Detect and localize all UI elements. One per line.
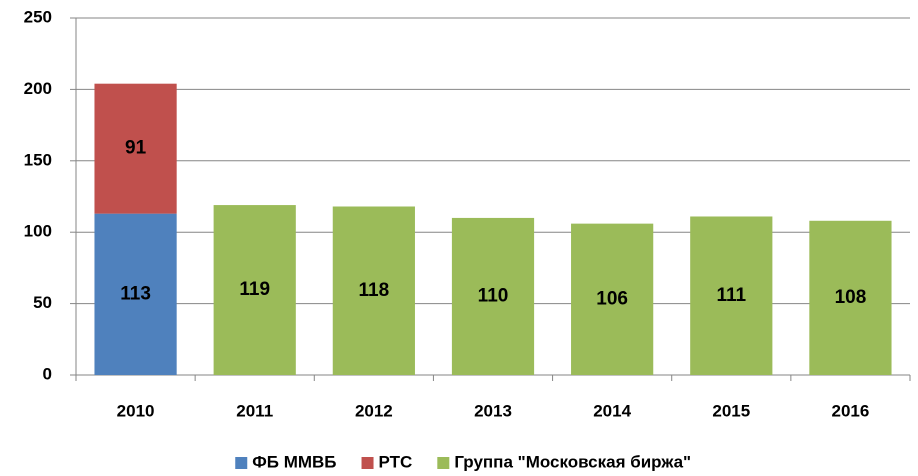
x-tick-label: 2015 <box>712 401 750 420</box>
x-tick-label: 2010 <box>117 401 155 420</box>
bar-segment <box>571 223 654 375</box>
y-tick-label: 0 <box>43 364 52 383</box>
legend-swatch <box>361 457 374 469</box>
legend-swatch <box>437 457 450 469</box>
legend-label: РТС <box>379 452 413 471</box>
data-label: 111 <box>716 285 746 306</box>
x-tick-label: 2013 <box>474 401 512 420</box>
y-tick-label: 50 <box>33 293 52 312</box>
data-label: 110 <box>478 285 509 306</box>
data-label: 118 <box>359 280 390 301</box>
data-label: 106 <box>596 288 628 309</box>
data-label: 91 <box>125 138 147 159</box>
data-label: 119 <box>239 279 270 300</box>
legend-label: ФБ ММВБ <box>252 452 336 471</box>
data-label: 108 <box>835 287 867 308</box>
x-tick-label: 2016 <box>832 401 870 420</box>
bar-segment <box>213 205 296 375</box>
x-tick-label: 2011 <box>236 401 273 420</box>
x-tick-label: 2012 <box>355 401 393 420</box>
legend-swatch <box>235 457 248 469</box>
bar-segment <box>94 83 177 214</box>
bar-segment <box>94 213 177 375</box>
bar-segment <box>690 216 773 375</box>
y-tick-label: 250 <box>24 7 52 26</box>
x-tick-label: 2014 <box>593 401 631 420</box>
y-tick-label: 150 <box>24 150 52 169</box>
bar-segment <box>809 220 892 375</box>
data-label: 113 <box>120 283 151 304</box>
bar-segment <box>332 206 415 375</box>
legend-label: Группа "Московская биржа" <box>454 452 691 471</box>
bar-segment <box>451 217 535 375</box>
y-tick-label: 100 <box>24 222 52 241</box>
y-tick-label: 200 <box>24 79 52 98</box>
